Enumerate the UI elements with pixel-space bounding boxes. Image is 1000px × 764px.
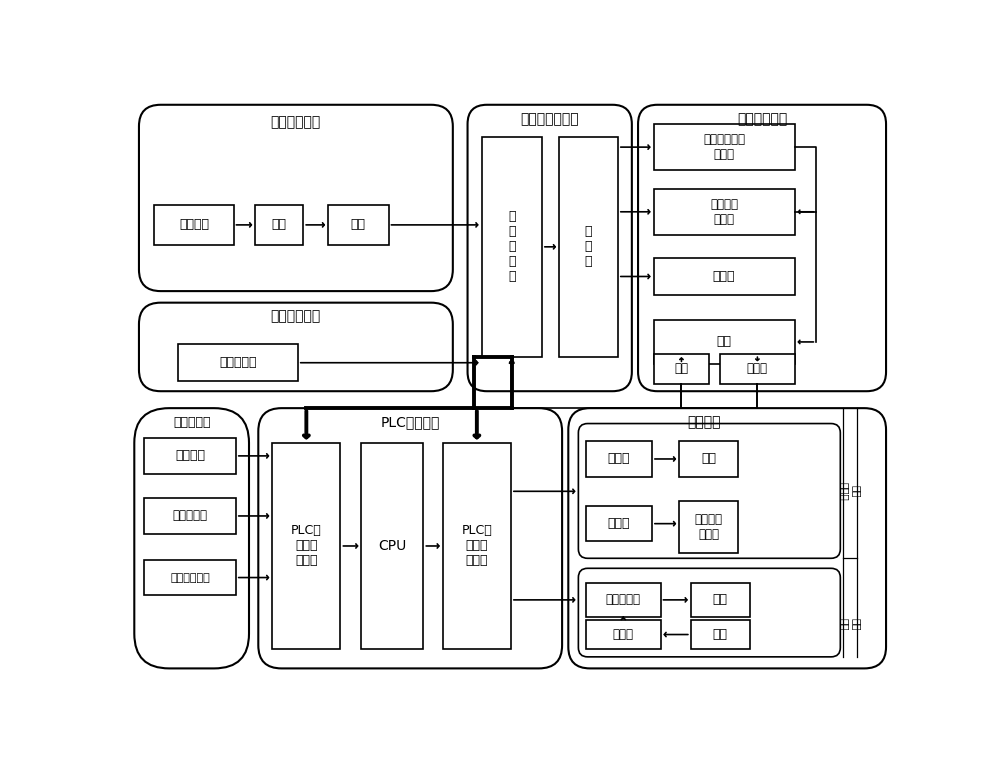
Bar [328,205,388,245]
Bar [443,443,511,649]
FancyBboxPatch shape [258,408,562,668]
Text: 人机交互模块: 人机交互模块 [737,112,787,126]
Bar [255,205,303,245]
Text: 按钮: 按钮 [674,362,688,375]
Text: 电机: 电机 [701,452,716,465]
Bar [144,560,236,595]
Text: 镜头: 镜头 [272,219,287,231]
Text: 电磁换向阀: 电磁换向阀 [606,594,641,607]
Bar [691,620,750,649]
Text: 减压阀: 减压阀 [613,628,634,641]
Text: 相机: 相机 [351,219,366,231]
Bar [691,583,750,617]
FancyBboxPatch shape [139,105,453,291]
Text: 数
据
采
集
卡: 数 据 采 集 卡 [508,210,515,283]
Bar [586,583,661,617]
Text: 接近开关: 接近开关 [175,449,205,462]
Text: 气动
系统: 气动 系统 [840,617,861,630]
Text: 轴向测量装置: 轴向测量装置 [271,115,321,128]
Text: 气缸: 气缸 [713,594,728,607]
Text: 上
位
机: 上 位 机 [585,225,592,268]
Text: 径向测量装置: 径向测量装置 [271,309,321,323]
FancyBboxPatch shape [578,568,840,657]
Bar [178,345,298,381]
Bar [586,442,652,477]
Text: 驱动器: 驱动器 [608,452,630,465]
Text: 打印机: 打印机 [713,270,735,283]
FancyBboxPatch shape [139,303,453,391]
Text: 电动
工作台: 电动 工作台 [840,482,861,500]
Text: 气缸磁性开关: 气缸磁性开关 [170,572,210,582]
FancyBboxPatch shape [568,408,886,668]
Bar [144,439,236,474]
Text: PLC控制模块: PLC控制模块 [381,415,440,429]
Bar [559,137,618,357]
Bar [154,205,234,245]
Bar [272,443,340,649]
Text: 光电传感器: 光电传感器 [173,510,208,523]
Bar [586,620,661,649]
FancyBboxPatch shape [578,423,840,558]
Text: 驱动器: 驱动器 [608,517,630,530]
Text: 电动旋转
台电机: 电动旋转 台电机 [695,513,723,541]
Text: 气源: 气源 [713,628,728,641]
FancyBboxPatch shape [638,105,886,391]
Text: 动力系统: 动力系统 [687,415,721,429]
Bar [654,258,795,295]
Text: CPU: CPU [378,539,406,553]
Bar [654,354,709,384]
Bar [586,506,652,542]
Text: 警示灯: 警示灯 [747,362,768,375]
Text: 上位机控制模块: 上位机控制模块 [520,112,579,126]
Text: 尺寸报表
显示器: 尺寸报表 显示器 [710,198,738,226]
Text: 人机交互界面
显示器: 人机交互界面 显示器 [703,133,745,161]
Bar [679,500,738,553]
Bar [679,442,738,477]
FancyBboxPatch shape [134,408,249,668]
Bar [654,189,795,235]
Bar [482,137,542,357]
Text: PLC数
字量输
出模块: PLC数 字量输 出模块 [461,524,492,568]
Bar [720,354,795,384]
Bar [361,443,423,649]
FancyBboxPatch shape [468,105,632,391]
Bar [654,319,795,364]
Bar [144,498,236,534]
Text: PLC数
字量输
入模块: PLC数 字量输 入模块 [291,524,322,568]
Text: 照明光源: 照明光源 [179,219,209,231]
Text: 位置传感器: 位置传感器 [173,416,210,429]
Text: 用户: 用户 [717,335,732,348]
Bar [654,124,795,170]
Text: 数字千分表: 数字千分表 [219,356,257,369]
